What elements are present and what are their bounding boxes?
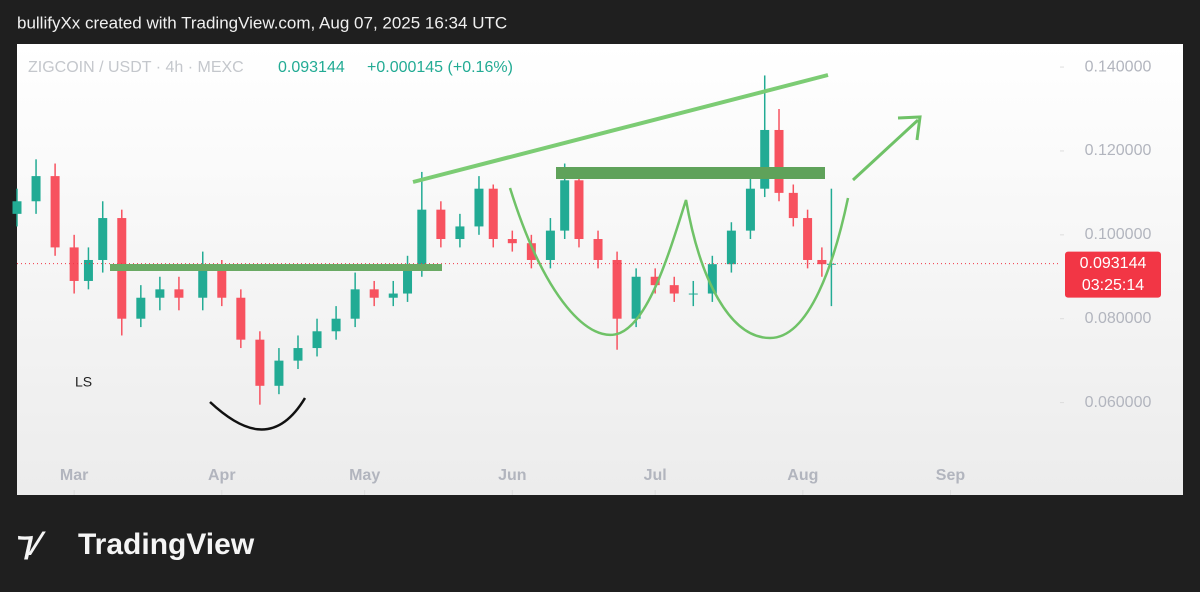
x-tick-label: Jun [498, 467, 526, 484]
price-tag-value: 0.093144 [1080, 255, 1147, 272]
brand-name: TradingView [78, 528, 255, 561]
candle-body [12, 201, 22, 214]
candle-body [403, 268, 413, 294]
candle-body [136, 297, 146, 319]
candle-body [83, 259, 93, 281]
candle-body [631, 276, 641, 319]
candle-body [726, 230, 736, 265]
plot: 0.060000 0.080000 0.100000 0.120000 0.140000… [12, 58, 1152, 495]
candle-body [545, 230, 555, 260]
candle-body [236, 297, 246, 340]
candle-body [31, 176, 41, 202]
candle-body [574, 180, 584, 240]
candle-body [593, 239, 603, 260]
x-tick-label: Mar [60, 467, 88, 484]
price-tag: 0.093144 03:25:14 [1065, 251, 1161, 298]
candle-body [788, 192, 798, 219]
resistance-zone [556, 167, 825, 179]
candle-body [417, 209, 427, 269]
x-tick-label: Jul [644, 467, 667, 484]
y-tick-label: 0.080000 [1085, 310, 1152, 327]
candle-body [774, 129, 784, 193]
candle-body [526, 243, 536, 260]
x-tick-label: May [349, 467, 380, 484]
candle-body [455, 226, 465, 240]
price-tag-countdown: 03:25:14 [1082, 277, 1144, 294]
annotation: LS [75, 374, 92, 390]
candle-body [255, 339, 265, 386]
candle-body [669, 285, 679, 294]
candle-body [803, 218, 813, 260]
x-tick-label: Aug [787, 467, 818, 484]
candle-body [312, 331, 322, 349]
drawings [110, 73, 922, 431]
candle-body [331, 318, 341, 332]
candle-body [198, 268, 208, 298]
header-title: bullifyXx created with TradingView.com, … [17, 13, 507, 32]
candle-body [155, 289, 165, 298]
candle-body [217, 268, 227, 298]
neckline [110, 264, 442, 271]
y-tick-label: 0.120000 [1085, 142, 1152, 159]
x-tick-label: Apr [208, 467, 236, 484]
candle-body [817, 259, 827, 265]
candle-body [174, 289, 184, 298]
y-tick-label: 0.100000 [1085, 226, 1152, 243]
legend-price: 0.093144 [278, 59, 345, 76]
candle-body [707, 264, 717, 294]
price-tag-box [1065, 251, 1161, 298]
candle-body [560, 180, 570, 231]
candle-body [50, 176, 60, 248]
candle-body [488, 188, 498, 240]
brand-logo: ⁊⁄ [17, 525, 46, 563]
candle-body [745, 188, 755, 231]
candle-body [688, 293, 698, 295]
pattern-curve [508, 187, 850, 340]
y-tick-label: 0.060000 [1085, 394, 1152, 411]
candle-body [612, 259, 622, 319]
candle-body [274, 360, 284, 386]
candle-body [369, 289, 379, 298]
candle-body [650, 276, 660, 286]
candle-body [760, 129, 770, 189]
candle-body [98, 218, 108, 260]
candle-body [436, 209, 446, 240]
candle-body [69, 247, 79, 281]
symbol: ZIGCOIN / USDT · 4h · MEXC [28, 59, 244, 76]
candle-body [507, 239, 517, 244]
pattern-curve [209, 397, 307, 431]
candle-body [388, 293, 398, 298]
candle-body [474, 188, 484, 227]
x-tick-label: Sep [936, 467, 966, 484]
legend-change: +0.000145 (+0.16%) [367, 59, 513, 76]
candle-body [293, 348, 303, 361]
candle-body [350, 289, 360, 319]
y-tick-label: 0.140000 [1085, 58, 1152, 75]
arrow [851, 115, 922, 182]
trendline [412, 73, 829, 184]
